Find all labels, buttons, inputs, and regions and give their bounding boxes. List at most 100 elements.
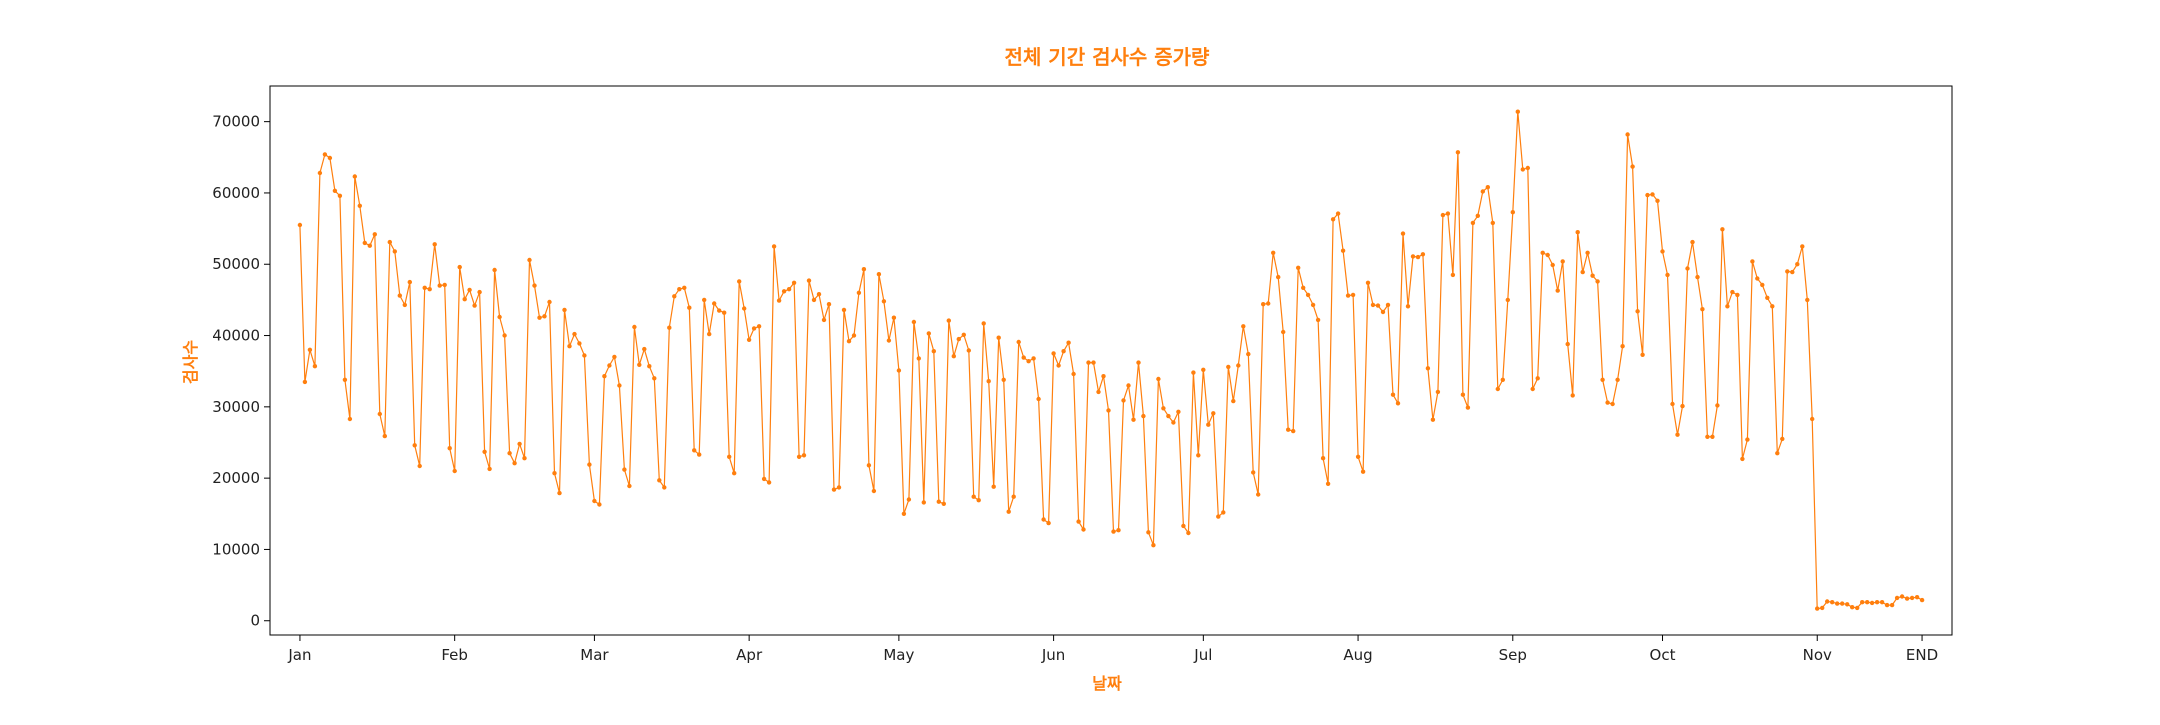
data-point: [1236, 363, 1241, 368]
data-point: [1685, 266, 1690, 271]
data-point: [1680, 403, 1685, 409]
data-point: [1635, 309, 1640, 314]
data-point: [936, 499, 941, 504]
data-point: [1021, 355, 1026, 360]
data-point: [866, 463, 872, 468]
data-point: [482, 449, 487, 454]
data-point: [1191, 370, 1196, 375]
y-tick-label: 20000: [212, 469, 260, 487]
data-point: [1655, 198, 1660, 203]
data-point: [1216, 514, 1221, 519]
data-point: [1141, 413, 1146, 419]
data-point: [702, 297, 707, 303]
data-point: [592, 498, 597, 504]
data-point: [861, 267, 867, 272]
data-point: [1256, 492, 1261, 497]
data-point: [1845, 602, 1850, 607]
data-point: [1261, 302, 1266, 307]
data-point: [727, 454, 732, 459]
data-point: [397, 293, 402, 298]
data-point: [1420, 252, 1426, 257]
data-point: [1585, 250, 1590, 255]
x-tick-label: Jul: [1193, 646, 1212, 664]
data-point: [1061, 349, 1066, 354]
x-tick-label: Feb: [441, 646, 468, 664]
data-point: [422, 285, 427, 290]
data-point: [746, 337, 752, 342]
data-point: [951, 354, 956, 359]
data-point: [597, 502, 602, 507]
data-point: [811, 297, 817, 303]
data-point: [1869, 600, 1875, 606]
data-point: [1840, 601, 1845, 606]
data-point: [966, 348, 971, 353]
data-point: [1146, 530, 1151, 535]
data-point: [382, 433, 387, 439]
data-point: [372, 232, 377, 237]
data-point: [1874, 600, 1880, 605]
y-axis: 0 10000 20000 30000 40000 50000 60000 70000: [212, 113, 270, 630]
data-point: [1001, 377, 1006, 382]
y-tick-label: 60000: [212, 184, 260, 202]
data-point: [1485, 185, 1491, 190]
data-point: [1810, 416, 1815, 422]
data-point: [1365, 280, 1371, 285]
y-axis-title: 검사수: [181, 340, 200, 384]
data-point: [1475, 213, 1481, 218]
data-point: [552, 471, 557, 476]
data-point: [667, 325, 672, 330]
data-point: [577, 341, 582, 346]
data-point: [1231, 398, 1236, 404]
data-point: [1830, 600, 1835, 605]
data-point: [502, 333, 507, 338]
data-point: [1914, 595, 1920, 600]
data-point: [1675, 432, 1680, 437]
x-axis-title: 날짜: [1092, 674, 1122, 693]
data-point: [377, 411, 382, 417]
data-point: [612, 354, 617, 360]
data-point: [672, 294, 677, 299]
data-point: [906, 497, 912, 502]
data-point: [1725, 304, 1730, 309]
data-point: [771, 244, 777, 249]
data-point: [1490, 220, 1496, 226]
data-point: [1176, 409, 1181, 414]
data-point: [452, 468, 457, 474]
data-point: [1435, 389, 1441, 395]
data-point: [946, 318, 951, 323]
data-point: [1276, 274, 1281, 280]
data-point: [1111, 529, 1116, 534]
data-point: [871, 488, 877, 494]
data-point: [1889, 602, 1895, 608]
data-point: [497, 314, 502, 320]
data-point: [961, 332, 966, 337]
data-point: [926, 331, 931, 336]
data-point: [1056, 363, 1061, 368]
data-point: [1036, 396, 1041, 402]
data-point: [1101, 374, 1106, 379]
data-point: [816, 292, 822, 297]
data-point: [1820, 605, 1825, 611]
y-tick-label: 40000: [212, 327, 260, 345]
data-point: [896, 368, 902, 373]
data-point: [1325, 481, 1331, 486]
data-point: [357, 203, 362, 208]
data-point: [1505, 297, 1511, 303]
data-point: [791, 280, 797, 285]
chart-title: 전체 기간 검사수 증가량: [1005, 45, 1210, 69]
data-point: [1046, 520, 1051, 526]
data-point: [1919, 597, 1925, 603]
y-tick-label: 70000: [212, 113, 260, 131]
data-point: [1301, 285, 1306, 290]
data-point: [1081, 527, 1086, 532]
data-point: [1495, 386, 1501, 392]
data-point: [307, 347, 313, 352]
data-point: [1625, 132, 1630, 137]
data-point: [806, 278, 812, 283]
data-point: [342, 377, 348, 382]
data-point: [1071, 371, 1076, 377]
data-point: [607, 363, 612, 368]
data-point: [1785, 269, 1790, 274]
x-tick-label: Oct: [1650, 646, 1676, 664]
data-point: [447, 446, 452, 451]
